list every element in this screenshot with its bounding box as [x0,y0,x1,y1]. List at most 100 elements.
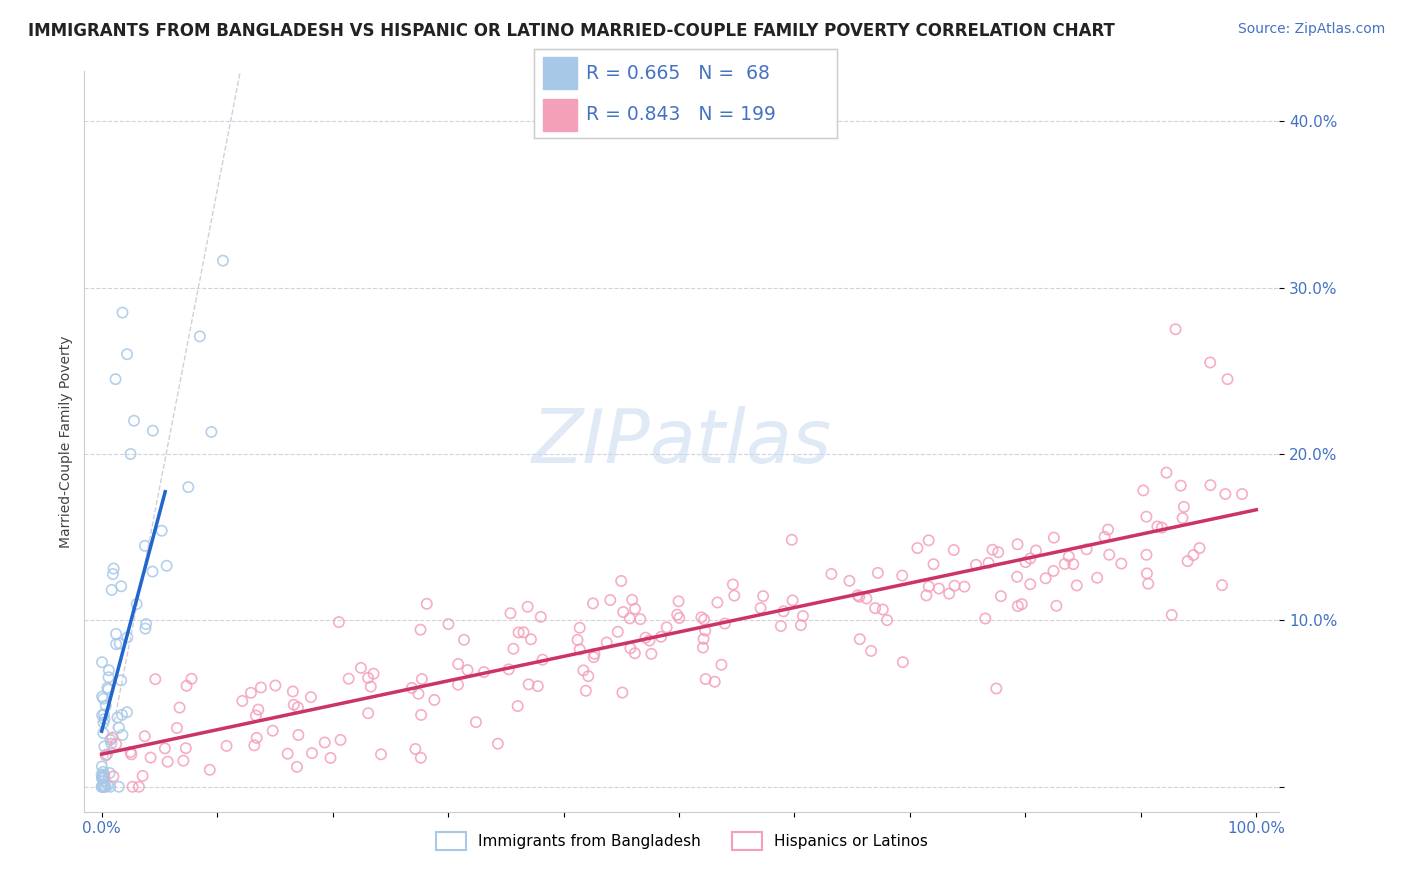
Point [499,606,522,620]
Point [723,589,745,603]
Point [1097,523,1119,537]
Point [97,682,120,697]
Point [772,604,794,618]
Point [1007,537,1029,551]
Point [93,712,115,726]
Point [97,670,120,684]
Point [135,617,157,632]
Point [453,632,475,647]
Point [472,665,495,680]
Point [350,661,373,675]
Point [692,632,714,646]
Point [987,545,1010,559]
Point [915,588,938,602]
Point [780,533,803,547]
Point [668,611,690,625]
Point [281,684,304,698]
Point [508,625,530,640]
Point [506,699,529,714]
Point [943,579,966,593]
Point [423,693,446,707]
Point [628,612,651,626]
Point [94,748,117,763]
Point [1011,597,1033,611]
Point [447,678,470,692]
Point [287,700,309,714]
Point [125,597,148,611]
Point [111,707,134,722]
Point [363,666,385,681]
Point [863,601,886,615]
Point [287,728,309,742]
Point [93,691,115,706]
Point [1042,564,1064,578]
Point [531,653,554,667]
Point [527,679,550,693]
Point [568,621,591,635]
Point [1160,607,1182,622]
Point [820,566,842,581]
Point [246,731,269,745]
Point [1136,566,1159,581]
Point [231,694,253,708]
Point [97,663,120,677]
Point [108,721,131,735]
Point [1057,549,1080,564]
Text: R = 0.843   N = 199: R = 0.843 N = 199 [586,104,776,124]
Bar [543,99,576,131]
Point [91,770,114,784]
Point [498,662,520,676]
Point [749,601,772,615]
Point [409,750,432,764]
Point [792,609,814,624]
Point [250,681,273,695]
Point [91,690,114,704]
Point [650,630,672,644]
Point [1007,599,1029,614]
Point [612,685,634,699]
Point [1137,576,1160,591]
Point [1173,500,1195,514]
Point [922,558,945,572]
Point [876,613,898,627]
Point [128,780,150,794]
Point [134,539,156,553]
Point [1146,519,1168,533]
Point [928,582,950,596]
Point [848,590,870,604]
Point [115,705,138,719]
Point [277,747,299,761]
Point [166,721,188,735]
Point [693,612,716,626]
Point [120,747,142,762]
Point [91,764,114,779]
Point [595,635,617,649]
Point [404,742,426,756]
Point [582,596,605,610]
Point [769,619,792,633]
Point [1014,555,1036,569]
Point [360,680,382,694]
Point [172,754,194,768]
Point [703,674,725,689]
Text: Source: ZipAtlas.com: Source: ZipAtlas.com [1237,22,1385,37]
Point [93,739,115,754]
Point [104,372,127,386]
Point [105,627,128,641]
Point [285,760,308,774]
Point [486,737,509,751]
Point [1150,520,1173,534]
Point [100,582,122,597]
Point [517,677,540,691]
Point [98,780,121,794]
Point [105,737,128,751]
Point [512,625,534,640]
Point [117,631,139,645]
Point [96,747,118,762]
Point [621,592,644,607]
Point [790,618,813,632]
Point [891,655,914,669]
Point [314,735,336,749]
Point [262,723,284,738]
Point [115,347,138,361]
